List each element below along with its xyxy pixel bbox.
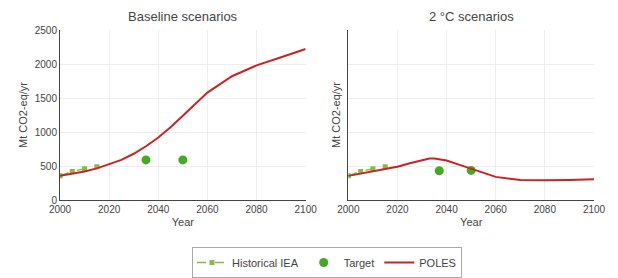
svg-text:POLES: POLES — [419, 257, 456, 269]
svg-text:2080: 2080 — [534, 204, 557, 215]
svg-text:2080: 2080 — [245, 204, 268, 215]
svg-text:2060: 2060 — [196, 204, 219, 215]
svg-text:Target: Target — [344, 257, 375, 269]
svg-text:0: 0 — [51, 195, 57, 206]
svg-text:2040: 2040 — [435, 204, 458, 215]
svg-text:1000: 1000 — [35, 127, 58, 138]
svg-text:2060: 2060 — [485, 204, 508, 215]
svg-text:Baseline scenarios: Baseline scenarios — [128, 9, 238, 24]
svg-text:2100: 2100 — [583, 204, 606, 215]
svg-text:2000: 2000 — [35, 59, 58, 70]
svg-text:2500: 2500 — [35, 25, 58, 36]
svg-text:Mt CO2-eq/yr: Mt CO2-eq/yr — [330, 82, 342, 148]
svg-text:2000: 2000 — [337, 204, 360, 215]
svg-text:1500: 1500 — [35, 93, 58, 104]
svg-text:2020: 2020 — [98, 204, 121, 215]
svg-text:Year: Year — [172, 216, 195, 228]
svg-text:2 °C scenarios: 2 °C scenarios — [429, 9, 514, 24]
svg-text:2000: 2000 — [49, 204, 72, 215]
svg-text:500: 500 — [40, 161, 57, 172]
svg-text:2020: 2020 — [386, 204, 409, 215]
svg-text:Historical IEA: Historical IEA — [232, 257, 299, 269]
svg-text:2040: 2040 — [147, 204, 170, 215]
svg-text:Year: Year — [460, 216, 483, 228]
svg-text:2100: 2100 — [295, 204, 318, 215]
svg-text:Mt CO2-eq/yr: Mt CO2-eq/yr — [17, 82, 29, 148]
